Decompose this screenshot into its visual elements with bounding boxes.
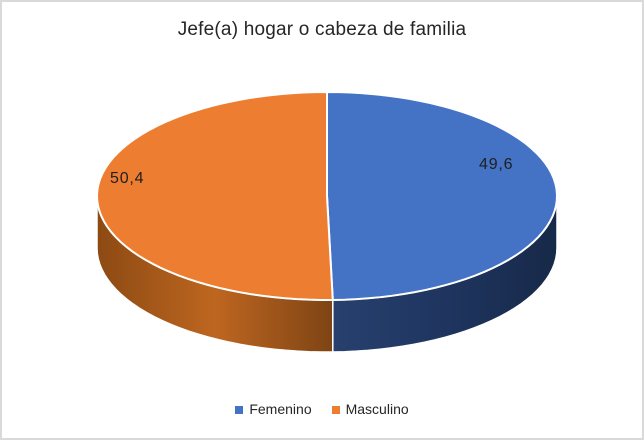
chart-title: Jefe(a) hogar o cabeza de familia	[177, 19, 467, 40]
data-label-femenino: 49,6	[479, 156, 514, 173]
pie-slice-femenino[interactable]	[326, 91, 558, 301]
pie-slice-masculino[interactable]	[96, 91, 334, 301]
legend-swatch-femenino-icon	[235, 405, 244, 414]
legend-label-femenino: Femenino	[249, 401, 312, 417]
legend-swatch-masculino-icon	[331, 405, 340, 414]
legend-item-masculino[interactable]: Masculino	[331, 401, 409, 417]
legend-item-femenino[interactable]: Femenino	[235, 401, 312, 417]
data-label-masculino: 50,4	[110, 170, 145, 187]
legend: Femenino Masculino	[2, 401, 642, 417]
legend-label-masculino: Masculino	[345, 401, 409, 417]
